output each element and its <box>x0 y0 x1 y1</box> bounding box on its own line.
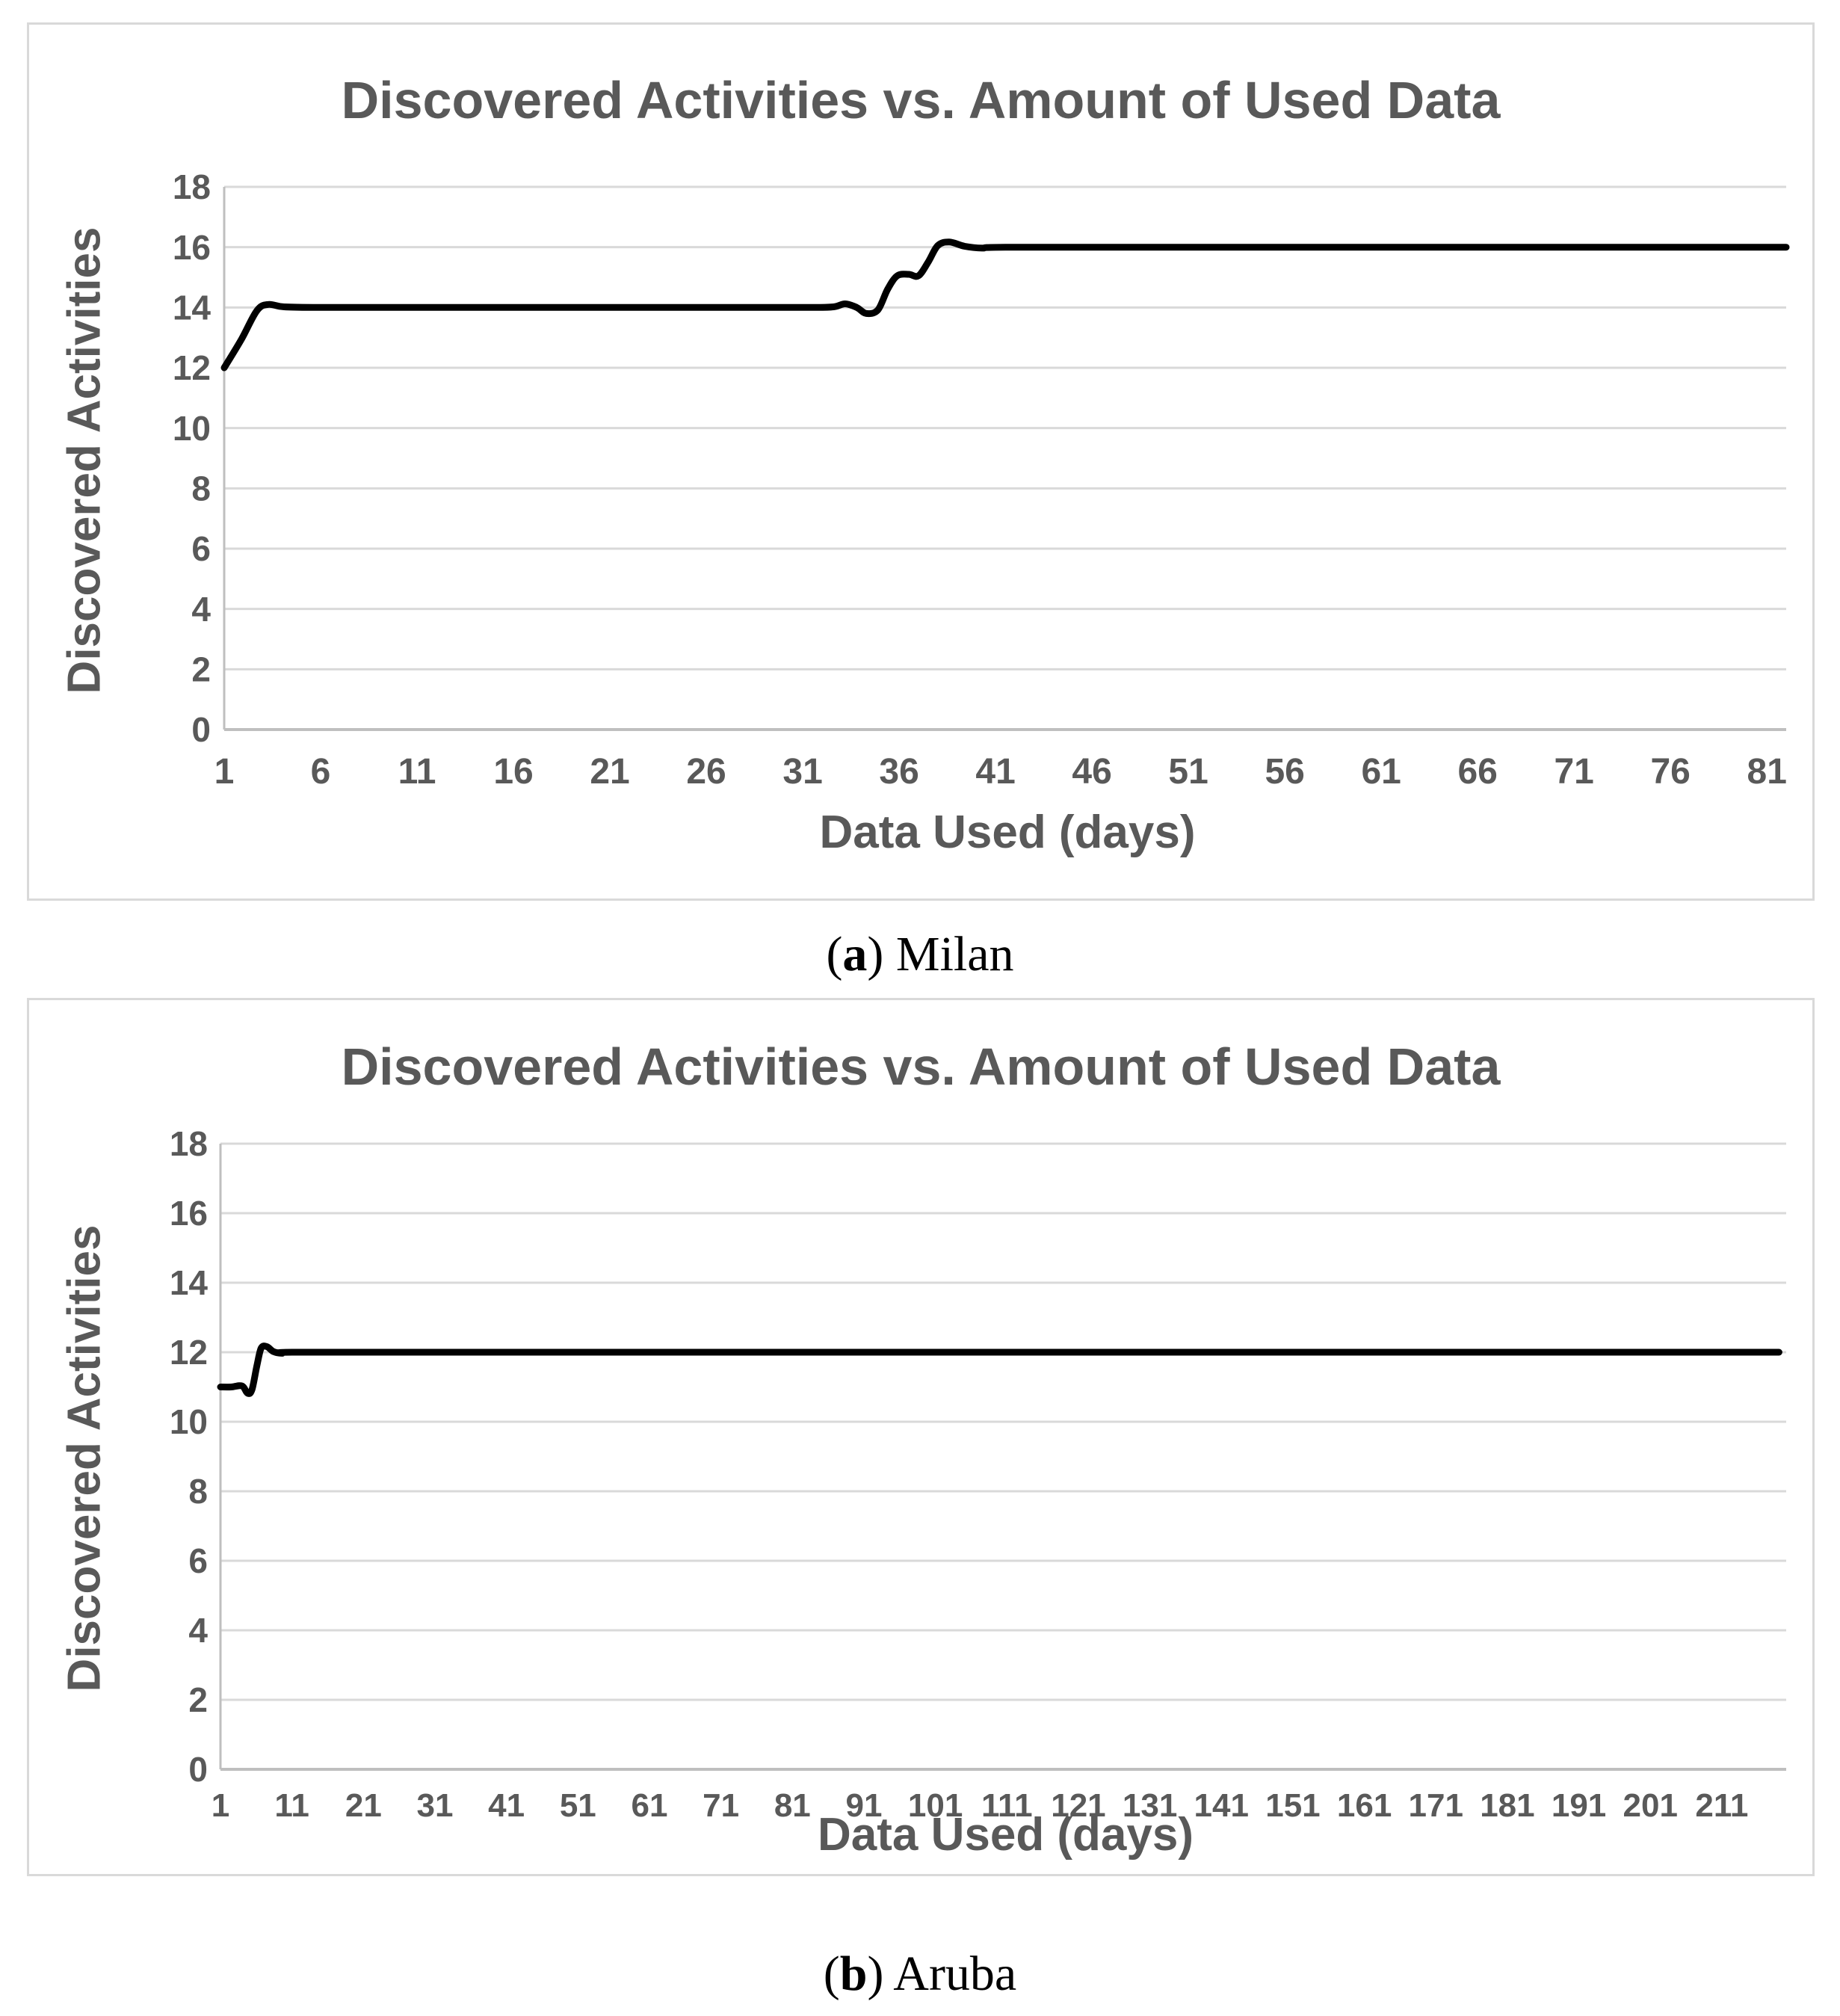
x-tick-label-36: 36 <box>879 752 919 792</box>
x-tick-label-191: 191 <box>1552 1787 1606 1824</box>
caption-a-letter: a <box>842 927 868 981</box>
caption-b-text: ) Aruba <box>867 1946 1017 2001</box>
x-tick-label-151: 151 <box>1265 1787 1320 1824</box>
y-tick-label-0: 0 <box>188 1750 208 1789</box>
x-tick-label-121: 121 <box>1051 1787 1105 1824</box>
y-tick-label-8: 8 <box>188 1472 208 1511</box>
x-tick-label-76: 76 <box>1650 752 1690 792</box>
x-tick-label-21: 21 <box>345 1787 382 1824</box>
x-tick-label-21: 21 <box>590 752 629 792</box>
x-tick-label-66: 66 <box>1457 752 1497 792</box>
y-tick-label-2: 2 <box>188 1680 208 1719</box>
x-tick-label-41: 41 <box>975 752 1015 792</box>
x-tick-label-81: 81 <box>1747 752 1787 792</box>
x-tick-label-81: 81 <box>774 1787 811 1824</box>
x-tick-label-31: 31 <box>417 1787 454 1824</box>
y-tick-label-4: 4 <box>191 590 211 629</box>
caption-a-text: ) Milan <box>867 927 1014 981</box>
caption-b-letter: b <box>839 1946 868 2001</box>
x-tick-label-46: 46 <box>1072 752 1111 792</box>
x-tick-label-41: 41 <box>488 1787 525 1824</box>
chart-title-b: Discovered Activities vs. Amount of Used… <box>341 1038 1501 1096</box>
x-tick-label-16: 16 <box>493 752 533 792</box>
caption-b: (b) Aruba <box>0 1948 1840 2000</box>
y-tick-label-10: 10 <box>170 1402 208 1441</box>
y-tick-label-6: 6 <box>188 1541 208 1580</box>
x-tick-label-211: 211 <box>1695 1787 1748 1824</box>
series-line-aruba <box>217 1343 1782 1397</box>
y-tick-label-16: 16 <box>173 228 211 267</box>
x-tick-label-61: 61 <box>631 1787 667 1824</box>
caption-a-paren-open: ( <box>826 927 843 981</box>
x-tick-label-71: 71 <box>1554 752 1593 792</box>
x-tick-label-56: 56 <box>1265 752 1304 792</box>
x-tick-label-111: 111 <box>981 1787 1033 1824</box>
y-tick-label-12: 12 <box>170 1333 208 1372</box>
x-tick-label-171: 171 <box>1409 1787 1463 1824</box>
x-tick-label-71: 71 <box>703 1787 739 1824</box>
x-axis-title-b: Data Used (days) <box>817 1809 1194 1861</box>
y-tick-label-8: 8 <box>191 469 211 508</box>
x-axis-title-a: Data Used (days) <box>819 807 1196 858</box>
y-tick-label-10: 10 <box>173 409 211 448</box>
x-tick-label-6: 6 <box>311 752 331 792</box>
caption-a: (a) Milan <box>0 928 1840 981</box>
chart-title-a: Discovered Activities vs. Amount of Used… <box>341 71 1501 129</box>
x-tick-label-101: 101 <box>908 1787 963 1824</box>
series-line-milan <box>220 238 1790 372</box>
y-tick-label-18: 18 <box>170 1124 208 1163</box>
x-tick-label-1: 1 <box>214 752 235 792</box>
y-tick-label-14: 14 <box>170 1263 209 1302</box>
x-tick-label-141: 141 <box>1194 1787 1249 1824</box>
y-tick-label-2: 2 <box>191 650 211 688</box>
x-tick-label-161: 161 <box>1337 1787 1392 1824</box>
x-tick-label-26: 26 <box>686 752 726 792</box>
x-tick-label-131: 131 <box>1123 1787 1177 1824</box>
x-tick-label-91: 91 <box>845 1787 882 1824</box>
x-tick-label-51: 51 <box>560 1787 596 1824</box>
x-tick-label-11: 11 <box>398 752 436 792</box>
y-tick-label-18: 18 <box>173 167 211 206</box>
y-tick-label-4: 4 <box>188 1611 208 1650</box>
y-tick-label-14: 14 <box>173 288 212 327</box>
y-tick-label-12: 12 <box>173 348 211 387</box>
y-tick-label-0: 0 <box>191 710 211 749</box>
y-tick-label-6: 6 <box>191 529 211 568</box>
x-tick-label-181: 181 <box>1480 1787 1534 1824</box>
x-tick-label-61: 61 <box>1361 752 1401 792</box>
y-tick-label-16: 16 <box>170 1194 208 1233</box>
x-tick-label-51: 51 <box>1168 752 1208 792</box>
caption-b-paren-open: ( <box>823 1946 840 2001</box>
x-tick-label-31: 31 <box>782 752 822 792</box>
x-tick-label-201: 201 <box>1623 1787 1678 1824</box>
x-tick-label-1: 1 <box>212 1787 229 1824</box>
panel-a-milan: Discovered Activities vs. Amount of Used… <box>27 22 1815 901</box>
x-tick-label-11: 11 <box>274 1787 309 1824</box>
